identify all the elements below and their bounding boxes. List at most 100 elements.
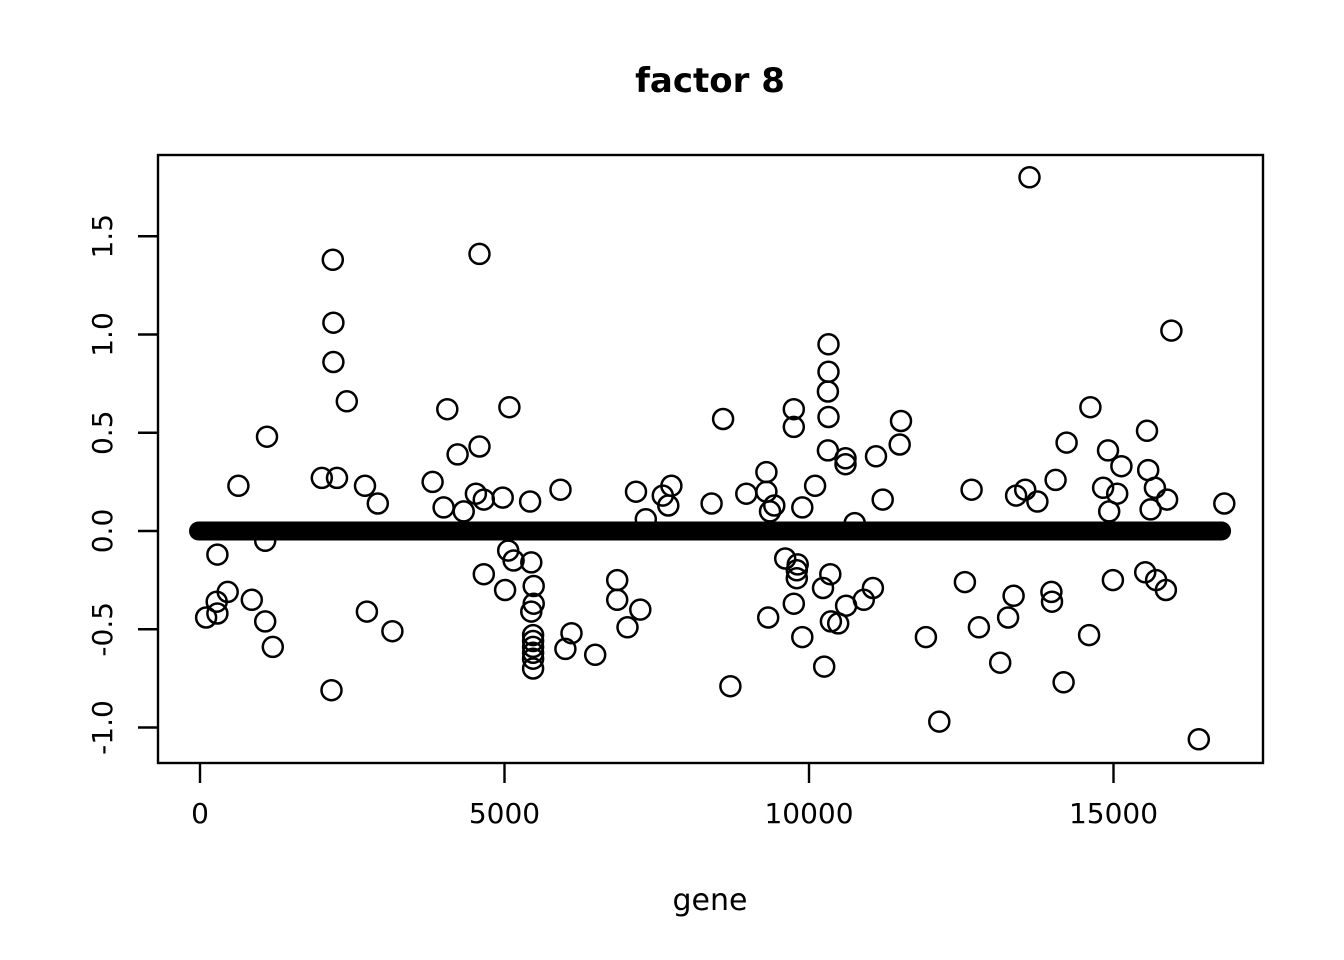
data-point	[1044, 468, 1067, 492]
data-point	[493, 578, 517, 602]
data-point	[1110, 454, 1133, 478]
data-point	[803, 474, 827, 498]
data-point	[1155, 488, 1179, 511]
data-point	[660, 474, 683, 498]
data-point	[1091, 476, 1115, 500]
data-point	[967, 616, 991, 639]
data-point	[520, 551, 543, 574]
data-point	[521, 629, 545, 653]
data-point	[1101, 568, 1125, 592]
x-tick-label: 0	[191, 797, 209, 830]
y-tick-label: 1.5	[86, 214, 119, 259]
data-point	[888, 433, 911, 456]
data-point	[1154, 578, 1178, 602]
data-point	[468, 242, 491, 266]
data-point	[782, 592, 806, 615]
data-point	[554, 637, 577, 661]
data-point	[871, 488, 894, 511]
x-tick-label: 5000	[469, 797, 540, 830]
data-point	[1055, 431, 1078, 454]
data-point	[711, 407, 735, 431]
data-point	[353, 474, 377, 498]
data-point	[864, 445, 888, 468]
data-point	[960, 478, 983, 501]
data-point	[253, 610, 277, 633]
data-point	[1136, 458, 1160, 482]
data-point	[812, 655, 836, 678]
data-point	[240, 588, 264, 612]
data-point	[700, 492, 723, 515]
data-point	[616, 616, 639, 639]
data-point	[782, 397, 806, 421]
data-point	[1160, 319, 1183, 342]
x-tick-label: 15000	[1069, 797, 1158, 830]
data-point	[521, 641, 545, 665]
data-point	[735, 482, 758, 505]
x-axis-title: gene	[673, 883, 748, 918]
data-point	[953, 570, 977, 594]
data-point	[194, 606, 218, 629]
data-point	[320, 678, 343, 702]
data-point	[325, 466, 349, 490]
data-point	[1213, 492, 1236, 515]
data-point	[521, 635, 545, 659]
data-point	[811, 576, 835, 600]
data-point	[520, 600, 543, 623]
data-point	[1187, 728, 1211, 751]
data-point	[928, 710, 951, 733]
data-point	[629, 598, 652, 621]
data-point	[819, 562, 842, 586]
data-point	[518, 490, 542, 513]
data-point	[1040, 580, 1063, 604]
x-axis-ticks: 0 5000 10000 15000	[191, 763, 1158, 830]
data-point	[522, 574, 545, 598]
data-point	[755, 460, 778, 484]
data-point	[791, 625, 814, 649]
data-point	[773, 547, 797, 570]
data-point	[996, 606, 1020, 629]
data-point	[432, 496, 455, 519]
data-point	[1135, 419, 1159, 443]
data-point	[560, 621, 583, 645]
data-point	[421, 470, 444, 494]
data-point	[719, 674, 742, 698]
data-point	[521, 647, 545, 670]
data-point	[914, 625, 938, 649]
data-point	[758, 500, 782, 523]
zero-band	[189, 521, 1232, 541]
data-point	[1077, 623, 1101, 647]
data-points-layer	[194, 166, 1236, 751]
data-point	[322, 311, 345, 334]
data-point	[491, 486, 514, 509]
data-point	[1040, 590, 1064, 613]
data-point	[436, 397, 459, 421]
y-axis-ticks: 1.5 1.0 0.5 0.0 -0.5 -1.0	[86, 214, 158, 755]
data-point	[472, 562, 496, 586]
data-point	[227, 474, 250, 498]
data-point	[988, 651, 1012, 674]
data-point	[549, 478, 572, 501]
data-point	[605, 588, 629, 612]
data-point	[321, 248, 345, 272]
data-point	[583, 643, 607, 667]
data-point	[446, 443, 469, 466]
data-point	[1096, 439, 1120, 462]
data-point	[498, 395, 521, 419]
data-point	[521, 657, 545, 680]
data-point	[452, 500, 475, 523]
data-point	[834, 452, 857, 476]
data-point	[366, 492, 390, 515]
data-point	[817, 360, 840, 384]
data-point	[1018, 166, 1041, 189]
y-tick-label: 1.0	[86, 312, 119, 357]
data-point	[1097, 500, 1121, 523]
data-point	[834, 447, 857, 470]
zero-band-layer	[189, 521, 1232, 541]
data-point	[355, 600, 379, 623]
data-point	[785, 566, 809, 590]
data-point	[206, 602, 229, 625]
data-point	[763, 494, 786, 517]
data-point	[605, 568, 629, 592]
data-point	[861, 576, 885, 600]
